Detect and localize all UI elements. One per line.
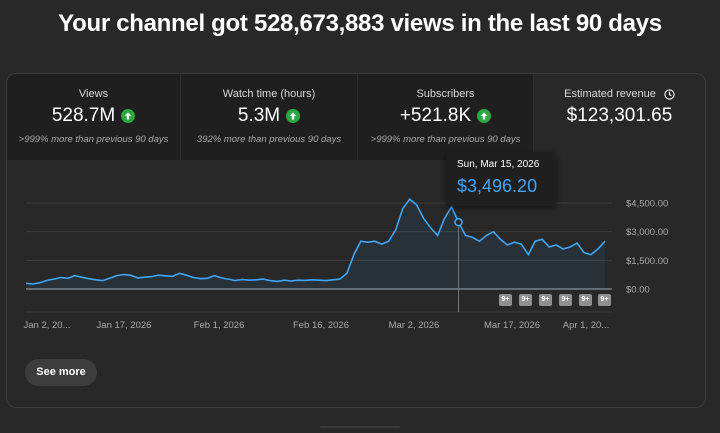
x-tick-label: Jan 17, 2026 — [97, 320, 152, 331]
y-tick-label: $4,500.00 — [626, 199, 668, 210]
trend-up-icon — [477, 109, 492, 123]
page-headline: Your channel got 528,673,883 views in th… — [58, 10, 662, 37]
hover-point[interactable] — [454, 217, 463, 227]
metric-tab-subscribers[interactable]: Subscribers +521.8K >999% more than prev… — [358, 74, 534, 160]
metric-tab-watch-time[interactable]: Watch time (hours) 5.3M 392% more than p… — [181, 74, 358, 160]
resize-handle[interactable] — [320, 426, 400, 428]
clock-icon — [664, 88, 675, 100]
tooltip-date: Sun, Mar 15, 2026 — [457, 159, 540, 170]
metric-tabs: Views 528.7M >999% more than previous 90… — [7, 74, 705, 160]
trend-up-icon — [121, 109, 136, 123]
metric-value-row: 5.3M — [181, 105, 357, 127]
metric-tab-revenue[interactable]: Estimated revenue $123,301.65 — [534, 74, 705, 160]
annotation-badge[interactable]: 9+ — [499, 294, 512, 306]
chart-tooltip: Sun, Mar 15, 2026 $3,496.20 — [446, 152, 556, 206]
x-tick-label: Feb 1, 2026 — [194, 320, 245, 331]
metric-label-row: Estimated revenue — [534, 88, 705, 100]
metric-label: Watch time (hours) — [222, 88, 316, 100]
metric-value: 528.7M — [51, 105, 116, 126]
trend-up-icon — [286, 109, 301, 123]
annotation-badge[interactable]: 9+ — [598, 294, 611, 306]
x-tick-label: Jan 2, 20... — [23, 320, 70, 331]
x-tick-label: Feb 16, 2026 — [293, 320, 349, 331]
metric-label: Subscribers — [416, 88, 475, 100]
annotation-badge[interactable]: 9+ — [539, 294, 552, 306]
annotation-badge[interactable]: 9+ — [559, 294, 572, 306]
metric-value: 5.3M — [237, 105, 281, 126]
metric-value-row: 528.7M — [7, 105, 180, 127]
y-tick-label: $1,500.00 — [626, 256, 668, 267]
metric-value: $123,301.65 — [566, 105, 673, 126]
series-line — [25, 198, 606, 285]
metric-tab-views[interactable]: Views 528.7M >999% more than previous 90… — [7, 74, 181, 160]
series-area — [26, 199, 605, 289]
annotation-badge[interactable]: 9+ — [579, 294, 592, 306]
tooltip-value: $3,496.20 — [457, 176, 538, 196]
y-tick-label: $3,000.00 — [626, 227, 668, 238]
y-tick-label: $0.00 — [626, 285, 650, 296]
metric-value-row: $123,301.65 — [534, 105, 705, 127]
metric-comparison: 392% more than previous 90 days — [196, 134, 342, 145]
annotation-badge[interactable]: 9+ — [519, 294, 532, 306]
metric-value-row: +521.8K — [358, 105, 533, 127]
analytics-card: Views 528.7M >999% more than previous 90… — [6, 73, 706, 408]
metric-value: +521.8K — [399, 105, 472, 126]
see-more-button[interactable]: See more — [25, 359, 97, 386]
x-tick-label: Mar 17, 2026 — [484, 320, 540, 331]
metric-label: Estimated revenue — [564, 88, 656, 100]
metric-comparison: >999% more than previous 90 days — [370, 134, 521, 145]
metric-comparison: >999% more than previous 90 days — [18, 134, 169, 145]
x-tick-label: Apr 1, 20... — [563, 320, 609, 331]
metric-label: Views — [78, 88, 109, 100]
x-tick-label: Mar 2, 2026 — [389, 320, 440, 331]
